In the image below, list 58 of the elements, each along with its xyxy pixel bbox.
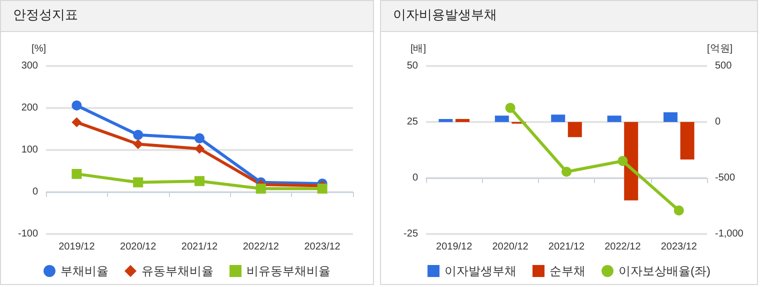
y2-tick-label: -1,000 — [715, 228, 744, 240]
y-tick-label: 0 — [412, 172, 418, 184]
point — [317, 184, 328, 194]
bar — [607, 116, 622, 122]
x-tick-label: 2021/12 — [181, 242, 218, 252]
point — [256, 184, 266, 194]
bar — [568, 122, 582, 138]
point — [72, 117, 82, 128]
legend-label: 순부채 — [550, 264, 586, 278]
y-tick-label: 0 — [32, 186, 38, 198]
point — [674, 205, 684, 216]
x-tick-label: 2020/12 — [120, 242, 157, 252]
chart-title: 안정성지표 — [1, 1, 373, 32]
x-tick-label: 2022/12 — [604, 242, 642, 252]
chart-title: 이자비용발생부채 — [381, 1, 757, 32]
x-tick-label: 2020/12 — [492, 242, 529, 252]
x-tick-label: 2019/12 — [436, 242, 473, 252]
x-tick-label: 2023/12 — [304, 242, 341, 252]
x-tick-label: 2019/12 — [58, 242, 96, 252]
point — [194, 144, 204, 154]
bar — [438, 118, 453, 122]
y-tick-label: 300 — [21, 60, 38, 72]
point — [72, 100, 82, 110]
y2-tick-label: -500 — [715, 172, 736, 184]
y-axis-title: [배] — [410, 44, 426, 54]
x-tick-label: 2022/12 — [242, 242, 280, 252]
y-axis-title: [%] — [32, 44, 46, 54]
point — [194, 176, 204, 186]
bar — [680, 122, 694, 160]
x-tick-label: 2023/12 — [660, 242, 698, 252]
y-tick-label: 200 — [21, 102, 38, 114]
point — [133, 177, 144, 188]
y2-axis-title: [억원] — [707, 44, 733, 54]
x-tick-label: 2021/12 — [548, 242, 586, 252]
legend-label: 비유동부채비율 — [246, 264, 330, 278]
bar — [494, 116, 509, 122]
y-tick-label: 50 — [406, 60, 418, 72]
legend-label: 이자발생부채 — [444, 264, 517, 278]
y-tick-label: 25 — [406, 116, 418, 128]
bar — [664, 112, 678, 122]
y-tick-label: 100 — [21, 144, 38, 156]
legend-label: 이자보상배율(좌) — [618, 264, 711, 278]
y2-tick-label: 500 — [715, 60, 732, 72]
point — [133, 139, 144, 150]
point — [194, 133, 204, 144]
legend-label: 부채비율 — [60, 264, 108, 278]
point — [72, 168, 82, 179]
y-tick-label: -100 — [18, 228, 38, 240]
bar — [551, 114, 566, 122]
point — [505, 102, 516, 113]
point — [562, 166, 572, 177]
legend-label: 유동부채비율 — [142, 264, 214, 278]
y-tick-label: -25 — [404, 228, 418, 240]
y2-tick-label: 0 — [715, 116, 721, 128]
bar — [624, 122, 638, 200]
point — [133, 130, 144, 140]
point — [618, 156, 628, 166]
bar — [456, 118, 470, 122]
